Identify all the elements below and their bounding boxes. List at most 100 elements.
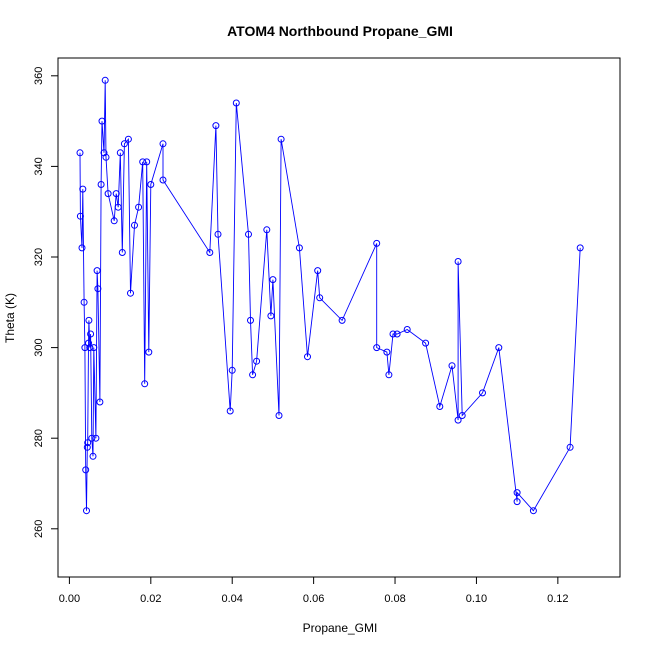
data-point <box>393 330 401 338</box>
data-point <box>124 135 132 143</box>
data-point <box>131 221 138 229</box>
data-point <box>84 439 92 447</box>
data-point <box>83 507 90 515</box>
y-tick-label: 300 <box>33 338 45 356</box>
x-tick-label: 0.04 <box>222 593 243 605</box>
data-point <box>104 190 112 198</box>
x-tick-label: 0.12 <box>547 593 568 605</box>
data-point <box>81 344 89 352</box>
data-point <box>139 158 147 166</box>
data-point <box>314 267 322 275</box>
data-point <box>458 412 466 419</box>
data-point <box>85 316 93 324</box>
data-point <box>267 312 275 320</box>
data-point <box>114 203 122 211</box>
data-point <box>93 267 101 275</box>
data-point <box>403 326 411 333</box>
data-point <box>82 466 90 474</box>
data-point <box>385 371 393 379</box>
data-point <box>232 99 240 107</box>
data-point <box>141 380 149 388</box>
series-propane <box>76 76 584 515</box>
data-point <box>529 507 537 515</box>
data-point <box>448 362 456 370</box>
y-tick-label: 280 <box>33 429 45 447</box>
data-point <box>98 117 106 125</box>
data-point <box>90 344 98 352</box>
y-tick-label: 360 <box>33 67 45 85</box>
data-point <box>92 434 100 442</box>
data-point <box>214 230 222 238</box>
data-point <box>100 149 108 157</box>
x-tick-label: 0.08 <box>384 593 405 605</box>
data-point <box>249 371 257 379</box>
data-point <box>102 153 110 161</box>
data-point <box>145 348 153 356</box>
data-point <box>110 217 118 225</box>
data-point <box>83 443 91 451</box>
data-point <box>373 239 381 247</box>
data-point <box>247 316 254 324</box>
y-tick-label: 260 <box>33 520 45 538</box>
data-point <box>295 244 303 252</box>
data-point <box>566 443 574 451</box>
data-point <box>118 249 126 256</box>
y-axis-label: Theta (K) <box>3 293 17 343</box>
data-point <box>120 140 128 148</box>
data-point <box>454 258 462 265</box>
data-point <box>269 276 277 284</box>
series-line <box>79 80 581 512</box>
chart-title: ATOM4 Northbound Propane_GMI <box>227 23 453 39</box>
data-point <box>513 498 521 506</box>
data-point <box>112 190 120 198</box>
data-point <box>143 158 151 166</box>
data-point <box>87 330 95 338</box>
data-point <box>576 244 584 252</box>
x-tick-label: 0.06 <box>303 593 324 605</box>
data-point <box>389 330 397 338</box>
data-point <box>245 230 252 238</box>
data-point <box>159 140 167 148</box>
data-point <box>226 407 234 415</box>
y-tick-label: 320 <box>33 248 45 266</box>
data-point <box>304 353 311 361</box>
data-point <box>454 416 462 424</box>
data-point <box>316 294 324 302</box>
data-point <box>89 452 97 460</box>
data-point <box>263 226 271 234</box>
data-point <box>97 181 105 188</box>
data-point <box>96 398 104 406</box>
data-point <box>495 344 503 352</box>
data-point <box>228 366 236 374</box>
data-point <box>147 181 155 188</box>
data-point <box>116 149 124 157</box>
x-tick-label: 0.00 <box>59 593 80 605</box>
data-point <box>80 298 88 306</box>
x-tick-label: 0.10 <box>466 593 487 605</box>
data-point <box>159 176 167 184</box>
data-point <box>79 185 87 193</box>
data-point <box>253 357 261 365</box>
x-axis-label: Propane_GMI <box>303 621 378 635</box>
y-axis: 260 280 300 320 340 360 <box>33 67 59 538</box>
data-point <box>86 344 94 352</box>
data-point <box>76 149 84 157</box>
data-point <box>479 389 486 397</box>
data-point <box>127 289 134 297</box>
data-point <box>383 348 391 356</box>
x-axis: 0.00 0.02 0.04 0.06 0.08 0.10 0.12 <box>59 576 569 605</box>
data-point <box>212 122 220 130</box>
data-point <box>135 203 143 211</box>
data-point <box>206 249 214 256</box>
data-point <box>76 212 84 220</box>
data-point <box>338 316 346 324</box>
data-point <box>277 135 285 143</box>
data-point <box>85 339 92 347</box>
data-point <box>373 344 381 352</box>
data-point <box>422 339 430 347</box>
y-tick-label: 340 <box>33 157 45 175</box>
data-point <box>88 434 96 442</box>
data-point <box>436 403 444 410</box>
data-point <box>94 285 102 293</box>
